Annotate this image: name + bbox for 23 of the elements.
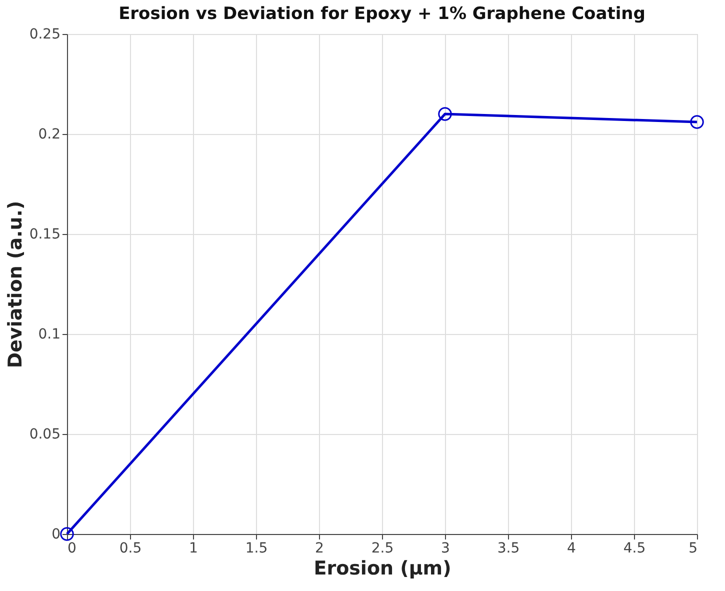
x-tick-label: 4.5	[623, 540, 646, 556]
x-tick-label: 3	[441, 540, 450, 556]
x-tick-label: 5	[688, 540, 698, 556]
x-tick-label: 3.5	[497, 540, 520, 556]
y-tick-label: 0.05	[29, 426, 60, 442]
x-tick-label: 1	[189, 540, 198, 556]
y-tick-label: 0.1	[38, 326, 60, 342]
chart-title: Erosion vs Deviation for Epoxy + 1% Graphene Coating	[118, 4, 646, 24]
x-tick-label: 2	[315, 540, 324, 556]
y-tick-label: 0	[52, 526, 60, 542]
point	[690, 115, 704, 129]
x-axis-title: Erosion (μm)	[314, 558, 452, 580]
x-tick-label: 2.5	[371, 540, 394, 556]
point	[60, 527, 74, 541]
x-tick-label: 4	[567, 540, 576, 556]
y-axis-title: Deviation (a.u.)	[4, 200, 26, 368]
point	[438, 107, 452, 121]
x-tick-label: 0	[68, 540, 76, 556]
x-tick-label: 0.5	[119, 540, 142, 556]
y-tick-label: 0.25	[29, 26, 60, 42]
y-tick-label: 0.15	[29, 226, 60, 242]
y-tick-label: 0.2	[38, 126, 60, 142]
x-tick-label: 1.5	[245, 540, 268, 556]
